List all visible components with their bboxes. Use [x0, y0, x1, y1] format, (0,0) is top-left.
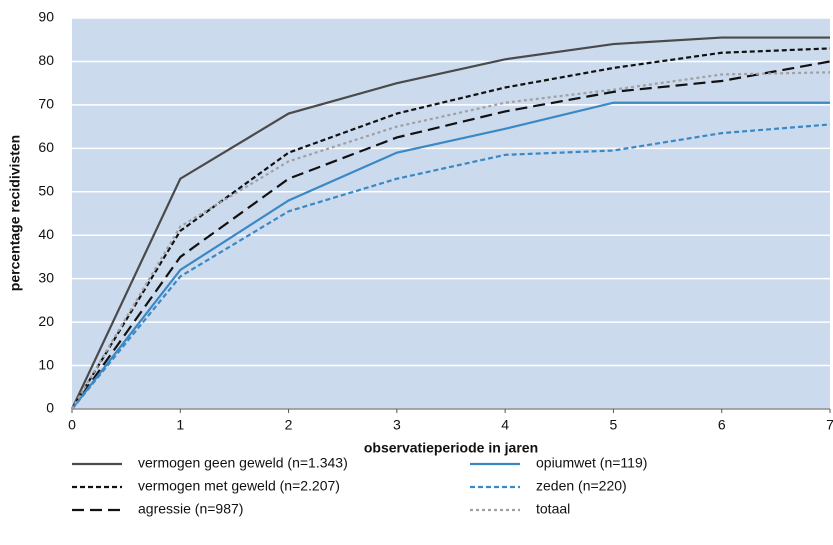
- y-tick-label: 90: [38, 9, 54, 25]
- x-tick-label: 7: [826, 417, 833, 433]
- x-tick-label: 3: [393, 417, 401, 433]
- series-line: [71, 71, 831, 410]
- x-tick-label: 4: [501, 417, 509, 433]
- y-tick-label: 30: [38, 269, 54, 285]
- plot-area: [72, 18, 830, 409]
- y-tick-label: 0: [46, 400, 54, 416]
- y-tick-label: 50: [38, 182, 54, 198]
- x-tick-label: 0: [68, 417, 76, 433]
- x-tick-label: 1: [176, 417, 184, 433]
- y-tick-label: 60: [38, 139, 54, 155]
- y-tick-label: 40: [38, 226, 54, 242]
- legend-label: totaal: [536, 501, 570, 517]
- x-tick-label: 5: [610, 417, 618, 433]
- series-line: [71, 47, 831, 410]
- legend-label: zeden (n=220): [536, 478, 627, 494]
- y-tick-label: 20: [38, 313, 54, 329]
- series-line: [71, 60, 831, 410]
- y-tick-label: 10: [38, 356, 54, 372]
- series-line: [71, 36, 830, 410]
- x-tick-label: 2: [285, 417, 293, 433]
- legend-label: agressie (n=987): [138, 501, 243, 517]
- series-line: [71, 101, 830, 410]
- y-axis-label: percentage recidivisten: [7, 135, 23, 291]
- x-tick-label: 6: [718, 417, 726, 433]
- series-line: [71, 123, 831, 410]
- legend-label: opiumwet (n=119): [536, 455, 647, 471]
- y-tick-label: 70: [38, 96, 54, 112]
- legend-label: vermogen met geweld (n=2.207): [138, 478, 340, 494]
- legend-label: vermogen geen geweld (n=1.343): [138, 455, 348, 471]
- y-tick-label: 80: [38, 52, 54, 68]
- x-axis-label: observatieperiode in jaren: [364, 440, 538, 456]
